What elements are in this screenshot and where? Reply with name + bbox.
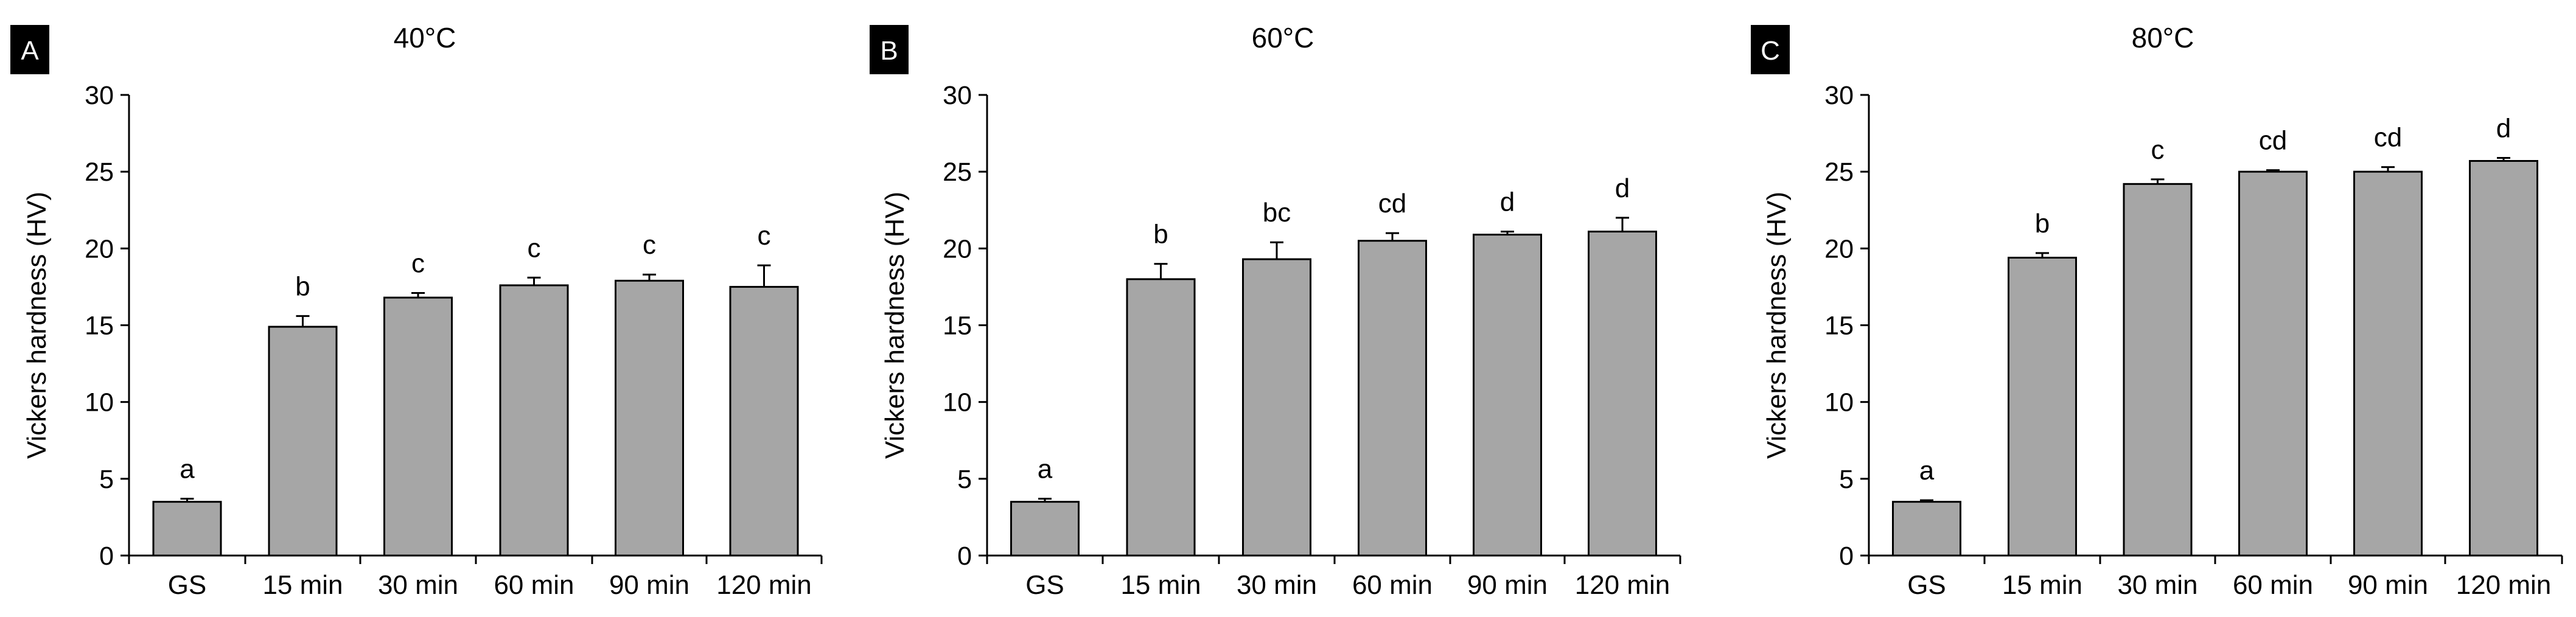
significance-letter: c (528, 233, 541, 263)
y-tick-label: 0 (957, 542, 972, 571)
y-tick-label: 25 (85, 158, 114, 187)
y-tick-label: 25 (1824, 158, 1854, 187)
y-tick-label: 25 (943, 158, 972, 187)
chart-title: 80°C (2132, 22, 2194, 54)
y-tick-label: 5 (957, 465, 972, 494)
x-tick-label: 15 min (2002, 570, 2082, 600)
significance-letter: b (1153, 220, 1168, 249)
y-tick-label: 10 (85, 388, 114, 417)
x-tick-label: 120 min (716, 570, 812, 600)
x-tick-label: 90 min (1467, 570, 1548, 600)
y-tick-label: 30 (943, 81, 972, 110)
significance-letter: c (758, 221, 771, 251)
x-tick-label: GS (1907, 570, 1946, 600)
y-tick-label: 10 (943, 388, 972, 417)
y-tick-label: 0 (99, 542, 114, 571)
panel-label: B (880, 36, 898, 66)
bar (615, 279, 684, 557)
y-tick-label: 15 (85, 312, 114, 341)
significance-letter: d (1615, 173, 1630, 203)
chart-title: 60°C (1252, 22, 1314, 54)
bar (2353, 170, 2423, 557)
y-tick-label: 30 (1824, 81, 1854, 110)
chart-title: 40°C (394, 22, 456, 54)
x-tick-label: 120 min (2456, 570, 2552, 600)
y-tick-label: 15 (943, 312, 972, 341)
bar (499, 284, 569, 557)
chart-panel-b: B 60°C 0 5 10 15 20 25 30 Vickers hardness (HV) a G… (870, 22, 1681, 600)
y-tick-label: 0 (1839, 542, 1854, 571)
significance-letter: d (1500, 187, 1515, 217)
bar (2469, 160, 2538, 557)
y-tick-label: 5 (99, 465, 114, 494)
bar (1473, 234, 1542, 557)
bar (383, 296, 453, 557)
x-tick-label: GS (1025, 570, 1064, 600)
y-axis-label: Vickers hardness (HV) (1762, 192, 1792, 459)
bar (2238, 170, 2308, 557)
x-tick-label: 15 min (1120, 570, 1201, 600)
significance-letter: a (1038, 455, 1053, 484)
significance-letter: bc (1263, 198, 1291, 228)
panel-label: C (1761, 36, 1780, 66)
x-tick-label: 30 min (1237, 570, 1317, 600)
y-axis-label: Vickers hardness (HV) (22, 192, 52, 459)
significance-letter: d (2496, 113, 2511, 143)
bar (2123, 183, 2193, 557)
bar (2008, 256, 2077, 557)
y-tick-label: 30 (85, 81, 114, 110)
y-axis-label: Vickers hardness (HV) (880, 192, 910, 459)
significance-letter: cd (1378, 189, 1406, 218)
panel-label-badge (870, 25, 909, 74)
bar (268, 326, 338, 557)
significance-letter: cd (2259, 126, 2287, 156)
x-tick-label: 30 min (2117, 570, 2197, 600)
bar (1242, 258, 1311, 557)
y-tick-label: 20 (1824, 234, 1854, 263)
significance-letter: c (411, 249, 425, 279)
chart-panel-c: C 80°C 0 5 10 15 20 25 30 Vickers hardness (HV) a G… (1751, 22, 2563, 600)
x-tick-label: 90 min (609, 570, 689, 600)
y-tick-label: 5 (1839, 465, 1854, 494)
significance-letter: c (643, 230, 656, 260)
significance-letter: b (2035, 209, 2050, 239)
x-tick-label: 15 min (262, 570, 343, 600)
x-tick-label: 60 min (494, 570, 574, 600)
x-tick-label: GS (168, 570, 207, 600)
x-tick-label: 90 min (2348, 570, 2428, 600)
bar (1358, 240, 1427, 557)
y-tick-label: 15 (1824, 312, 1854, 341)
y-tick-label: 10 (1824, 388, 1854, 417)
significance-letter: c (2151, 135, 2165, 165)
chart-panel-a: A 40°C 0 5 10 15 20 25 30 Vickers hardness (HV) a G… (10, 22, 823, 600)
bar (1010, 501, 1080, 557)
significance-letter: b (295, 271, 310, 301)
panel-label-badge (10, 25, 49, 74)
y-tick-label: 20 (943, 234, 972, 263)
bar (1588, 231, 1657, 557)
bar (729, 285, 799, 557)
significance-letter: a (180, 455, 195, 484)
y-tick-label: 20 (85, 234, 114, 263)
x-tick-label: 30 min (378, 570, 458, 600)
significance-letter: a (1919, 456, 1935, 486)
bar (1126, 278, 1196, 557)
x-tick-label: 60 min (1352, 570, 1433, 600)
x-tick-label: 60 min (2233, 570, 2313, 600)
significance-letter: cd (2374, 123, 2402, 153)
panel-label: A (21, 36, 39, 66)
bar (1892, 501, 1961, 557)
panel-label-badge (1751, 25, 1790, 74)
bar (152, 501, 222, 557)
x-tick-label: 120 min (1575, 570, 1670, 600)
